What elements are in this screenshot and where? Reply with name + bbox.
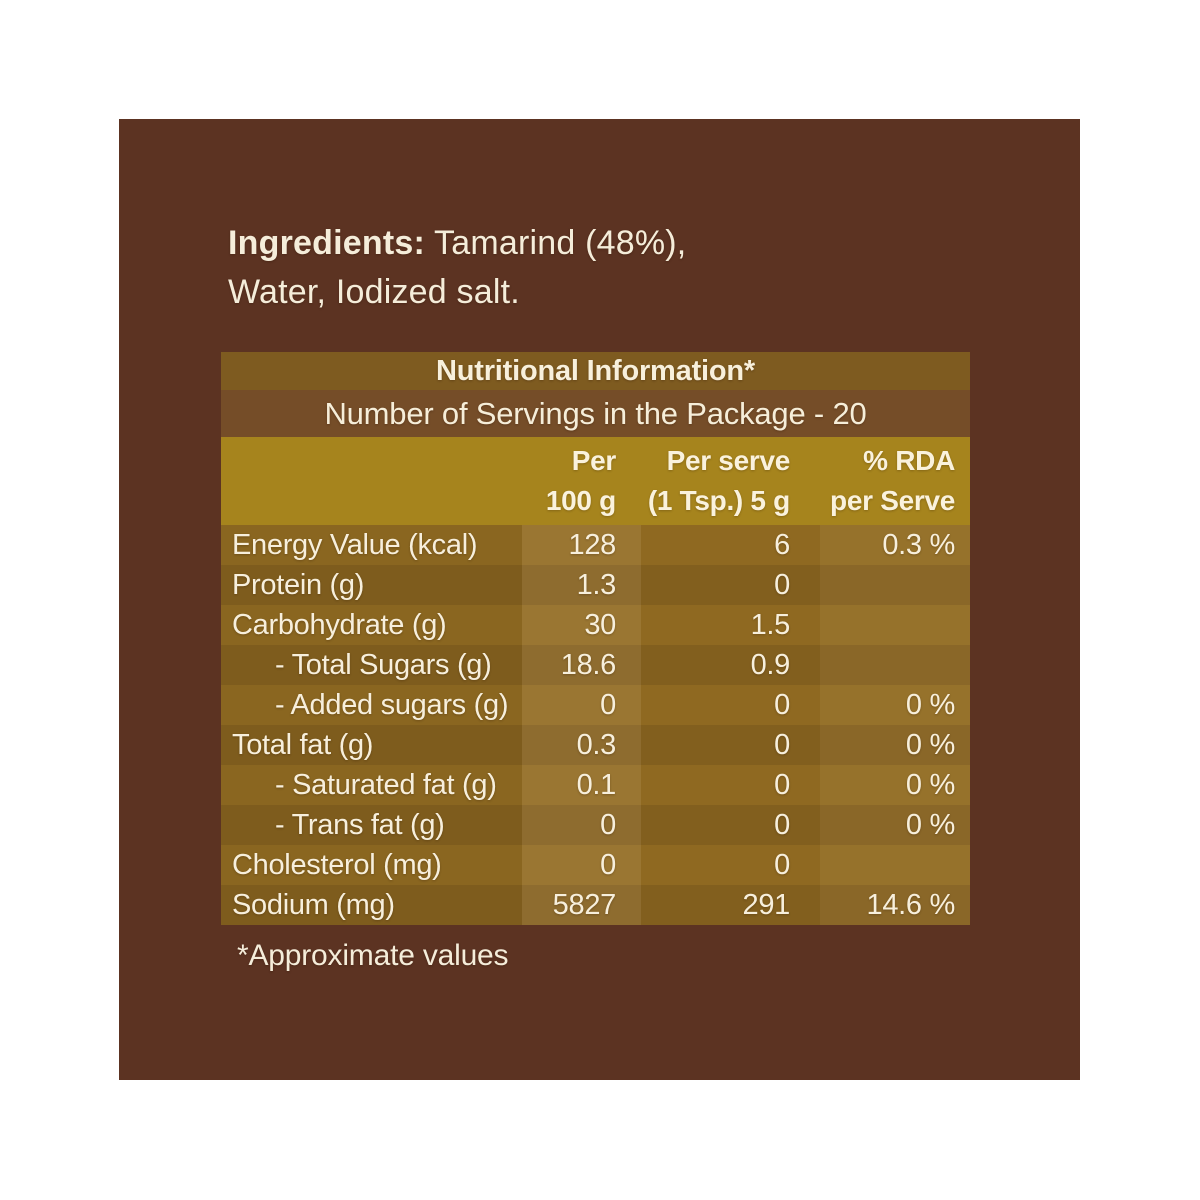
value-per-serve: 6 [774, 528, 790, 561]
value-rda-per-serve: 0 % [820, 725, 970, 765]
value-per-serve: 0.9 [750, 648, 791, 681]
table-row: Total fat (g) 0.3 0 0 % [221, 725, 970, 765]
table-row: Carbohydrate (g) 30 1.5 [221, 605, 970, 645]
value-rda-per-serve [820, 645, 970, 685]
value-per-serve: 0 [774, 728, 790, 761]
column-header-band: Per 100 g Per serve (1 Tsp.) 5 g % RDA p… [221, 437, 970, 525]
table-row: Energy Value (kcal) 128 6 0.3 % [221, 525, 970, 565]
row-label: Protein (g) [221, 565, 522, 605]
value-per-serve: 291 [742, 888, 791, 921]
row-label: Energy Value (kcal) [221, 525, 522, 565]
ingredients-line2: Water, Iodized salt. [228, 273, 520, 311]
value-per-100g: 1.3 [522, 565, 641, 605]
column-header-spacer [221, 437, 522, 525]
value-per-serve: 0 [774, 768, 790, 801]
value-per-serve: 0 [774, 568, 790, 601]
row-label: Cholesterol (mg) [221, 845, 522, 885]
table-row: - Total Sugars (g) 18.6 0.9 [221, 645, 970, 685]
table-row: - Trans fat (g) 0 0 0 % [221, 805, 970, 845]
row-label: Total fat (g) [221, 725, 522, 765]
value-rda-per-serve: 0.3 % [820, 525, 970, 565]
column-header-per-serve: Per serve (1 Tsp.) 5 g [641, 437, 820, 525]
table-row: - Saturated fat (g) 0.1 0 0 % [221, 765, 970, 805]
table-body: Energy Value (kcal) 128 6 0.3 % Protein … [221, 525, 970, 925]
row-label: - Saturated fat (g) [221, 765, 522, 805]
ingredients-text: Ingredients: Tamarind (48%), Water, Iodi… [228, 219, 686, 317]
value-rda-per-serve: 14.6 % [820, 885, 970, 925]
column-header-line: Per [571, 445, 617, 476]
value-rda-per-serve [820, 565, 970, 605]
value-per-serve: 0 [774, 688, 790, 721]
column-header-line: 100 g [545, 485, 616, 516]
value-rda-per-serve [820, 605, 970, 645]
row-label: Sodium (mg) [221, 885, 522, 925]
value-per-serve: 1.5 [750, 608, 791, 641]
column-header-line: per Serve [830, 485, 955, 516]
row-label: - Total Sugars (g) [221, 645, 522, 685]
column-header-line: % RDA [863, 445, 955, 476]
table-row: Cholesterol (mg) 0 0 [221, 845, 970, 885]
value-per-serve: 0 [774, 848, 790, 881]
value-per-100g: 0.3 [522, 725, 641, 765]
row-label: Carbohydrate (g) [221, 605, 522, 645]
value-per-100g: 30 [522, 605, 641, 645]
table-title: Nutritional Information* [221, 352, 970, 390]
value-per-100g: 5827 [522, 885, 641, 925]
servings-line: Number of Servings in the Package - 20 [221, 390, 970, 437]
column-header-line: (1 Tsp.) 5 g [647, 485, 790, 516]
footnote: *Approximate values [237, 939, 509, 972]
row-label: - Trans fat (g) [221, 805, 522, 845]
column-header-per-100g: Per 100 g [522, 437, 641, 525]
value-rda-per-serve: 0 % [820, 805, 970, 845]
value-per-100g: 0 [522, 685, 641, 725]
value-per-100g: 0 [522, 845, 641, 885]
table-row: - Added sugars (g) 0 0 0 % [221, 685, 970, 725]
row-label: - Added sugars (g) [221, 685, 522, 725]
table-row: Protein (g) 1.3 0 [221, 565, 970, 605]
value-per-100g: 0.1 [522, 765, 641, 805]
value-per-100g: 0 [522, 805, 641, 845]
value-per-100g: 128 [522, 525, 641, 565]
value-rda-per-serve [820, 845, 970, 885]
value-rda-per-serve: 0 % [820, 765, 970, 805]
value-rda-per-serve: 0 % [820, 685, 970, 725]
table-row: Sodium (mg) 5827 291 14.6 % [221, 885, 970, 925]
value-per-serve: 0 [774, 808, 790, 841]
ingredients-line1: Tamarind (48%), [424, 224, 687, 262]
ingredients-label: Ingredients: [228, 224, 425, 262]
column-header-line: Per serve [666, 445, 791, 476]
column-header-rda: % RDA per Serve [820, 437, 970, 525]
value-per-100g: 18.6 [522, 645, 641, 685]
nutrition-table: Nutritional Information* Number of Servi… [221, 352, 970, 925]
package-background: Ingredients: Tamarind (48%), Water, Iodi… [119, 119, 1080, 1080]
